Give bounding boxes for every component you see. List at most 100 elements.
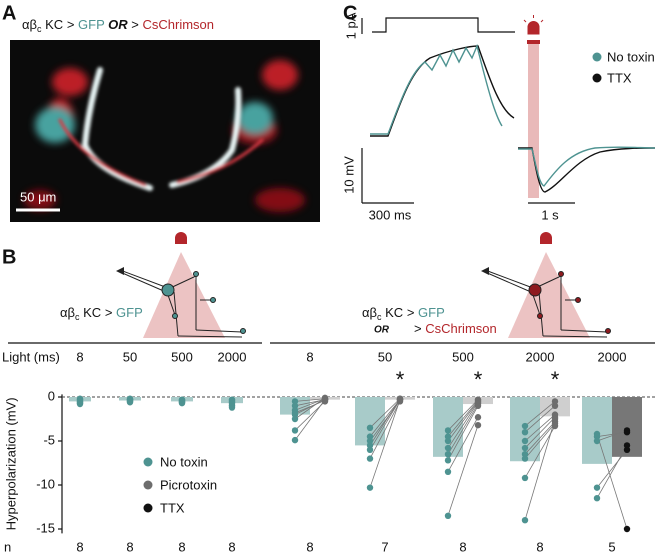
pair-line — [294, 399, 326, 441]
shape — [537, 313, 543, 319]
text-part: > — [407, 305, 415, 320]
pair-line — [369, 399, 401, 488]
point — [291, 427, 299, 434]
shape — [540, 232, 552, 244]
shape — [527, 21, 540, 35]
pair-line — [447, 400, 479, 437]
pair-line — [294, 397, 326, 420]
text-part: c — [377, 312, 382, 322]
current-step — [372, 17, 515, 33]
genotype-label: > CsChrimson — [414, 321, 497, 336]
pair-line — [524, 401, 556, 427]
shape — [119, 271, 167, 293]
point — [178, 399, 186, 406]
text-part: CsChrimson — [143, 17, 215, 32]
shape — [575, 297, 581, 303]
schematic-left — [116, 232, 246, 338]
point — [366, 442, 374, 449]
point — [366, 424, 374, 431]
scale-label: 10 mV — [341, 156, 356, 194]
y-tick-label: -15 — [36, 520, 55, 535]
pair-line — [447, 401, 479, 442]
n-value: 8 — [459, 539, 466, 554]
point — [366, 455, 374, 462]
pair-line — [524, 405, 556, 433]
micrograph — [10, 40, 320, 222]
text-part: > — [131, 17, 139, 32]
chart: 0 -5 -10 -15 Hyperpolarization (mV) Light (ms… — [2, 349, 655, 554]
point — [521, 429, 529, 436]
shape — [161, 283, 175, 297]
text-part: c — [75, 312, 80, 322]
point — [521, 444, 529, 452]
shape — [193, 271, 199, 277]
pair-line — [447, 399, 479, 431]
point — [396, 396, 404, 403]
point — [444, 468, 452, 475]
shape — [116, 267, 124, 275]
trace-no-toxin — [518, 146, 656, 187]
point — [76, 398, 84, 405]
shape — [481, 267, 489, 275]
point — [366, 446, 374, 453]
scale-label: 1 pA — [343, 12, 358, 39]
n-label: n — [4, 539, 11, 554]
point — [291, 398, 299, 405]
text-part: > — [414, 321, 422, 336]
y-tick-label: -5 — [43, 432, 55, 447]
n-value: 8 — [76, 539, 83, 554]
point — [623, 525, 631, 533]
point — [291, 436, 299, 444]
y-tick-label: 0 — [48, 388, 55, 403]
pair-line — [294, 398, 326, 411]
x-tick-label: 50 — [123, 349, 137, 364]
point — [126, 398, 134, 405]
text-part: αβ — [60, 305, 75, 320]
pair-line — [369, 398, 401, 446]
shape — [237, 102, 273, 134]
point — [444, 437, 452, 445]
pair-line — [447, 405, 479, 461]
pair-line — [524, 414, 556, 442]
point — [321, 396, 329, 403]
pair-line — [294, 399, 326, 415]
point — [366, 437, 374, 445]
text-part: > — [67, 17, 75, 32]
point — [551, 422, 559, 430]
y-axis-label: Hyperpolarization (mV) — [3, 397, 18, 530]
shape — [523, 19, 527, 23]
shape — [484, 269, 534, 289]
point — [228, 404, 236, 411]
light-pulse — [528, 42, 539, 198]
x-tick-label: 500 — [452, 349, 474, 364]
x-tick-label: 8 — [306, 349, 313, 364]
shape — [605, 328, 611, 334]
text-part: OR — [108, 17, 128, 32]
shape — [52, 68, 88, 96]
shape — [177, 335, 243, 338]
point — [444, 512, 452, 519]
shape — [24, 60, 305, 212]
bar — [582, 397, 612, 464]
point — [444, 427, 452, 434]
point — [474, 421, 482, 429]
pair-line — [447, 403, 479, 455]
pair-line — [596, 445, 628, 499]
y-tick-label: -10 — [36, 476, 55, 491]
shape — [262, 60, 298, 90]
shape — [540, 19, 544, 23]
pair-line — [369, 398, 401, 429]
shape — [58, 67, 264, 191]
point — [623, 427, 631, 434]
legend-label: TTX — [607, 70, 632, 85]
point — [291, 415, 299, 423]
text-part: GFP — [418, 305, 445, 320]
shape — [210, 297, 216, 303]
point — [623, 446, 631, 453]
n-value: 8 — [306, 539, 313, 554]
n-value: 8 — [126, 539, 133, 554]
x-tick-label: 2000 — [218, 349, 247, 364]
point — [366, 484, 374, 491]
pair-line — [524, 421, 556, 455]
